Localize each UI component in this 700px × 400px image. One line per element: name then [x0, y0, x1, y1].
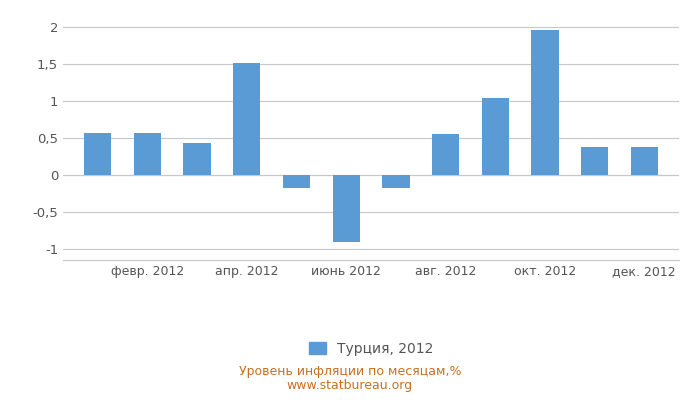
Text: www.statbureau.org: www.statbureau.org: [287, 379, 413, 392]
Bar: [581, 147, 608, 175]
Bar: [332, 175, 360, 242]
Bar: [84, 133, 111, 175]
Text: Уровень инфляции по месяцам,%: Уровень инфляции по месяцам,%: [239, 365, 461, 378]
Bar: [134, 133, 161, 175]
Bar: [432, 134, 459, 175]
Bar: [183, 143, 211, 175]
Legend: Турция, 2012: Турция, 2012: [309, 342, 433, 356]
Bar: [283, 175, 310, 188]
Bar: [233, 62, 260, 175]
Bar: [631, 147, 658, 175]
Bar: [531, 30, 559, 175]
Bar: [482, 98, 509, 175]
Bar: [382, 175, 410, 188]
